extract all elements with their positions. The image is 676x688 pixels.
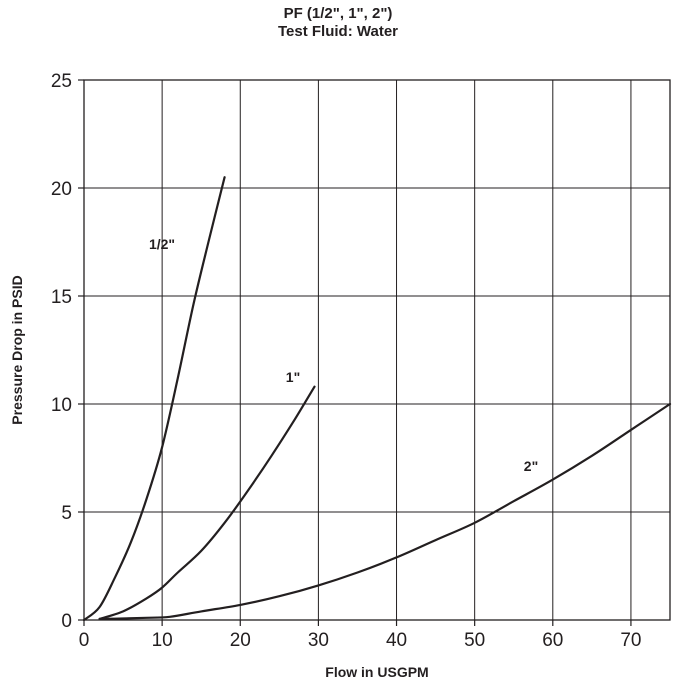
plot-frame: [83, 79, 671, 621]
x-tick-label: 0: [79, 630, 90, 651]
x-axis-label: Flow in USGPM: [325, 664, 428, 680]
y-tick-label: 5: [61, 503, 72, 524]
x-tick-label: 60: [542, 630, 563, 651]
series-line-two-inch: [98, 402, 672, 620]
y-tick-label: 0: [61, 611, 72, 632]
series-label-one-inch: 1": [286, 369, 300, 385]
x-tick-labels: 0 10 20 30 40 50 60 70: [79, 630, 642, 651]
series-lines: [82, 176, 672, 622]
y-tick-label: 20: [51, 179, 72, 200]
y-tick-label: 10: [51, 395, 72, 416]
series-line-half-inch: [82, 176, 226, 622]
chart-title: PF (1/2", 1", 2"): [283, 5, 393, 22]
y-tick-labels: 0 5 10 15 20 25: [51, 71, 72, 632]
x-tick-label: 10: [152, 630, 173, 651]
series-label-two-inch: 2": [524, 458, 538, 474]
grid-lines: [78, 79, 670, 626]
x-tick-label: 50: [464, 630, 485, 651]
x-tick-label: 30: [308, 630, 329, 651]
series-label-half-inch: 1/2": [149, 236, 175, 252]
x-tick-label: 20: [230, 630, 251, 651]
y-tick-label: 25: [51, 71, 72, 92]
x-tick-label: 70: [620, 630, 641, 651]
y-axis-label: Pressure Drop in PSID: [9, 275, 25, 424]
x-tick-label: 40: [386, 630, 407, 651]
series-labels: 1/2" 1" 2": [149, 236, 538, 474]
y-tick-label: 15: [51, 287, 72, 308]
series-line-one-inch: [98, 385, 316, 620]
chart-subtitle: Test Fluid: Water: [278, 23, 398, 40]
